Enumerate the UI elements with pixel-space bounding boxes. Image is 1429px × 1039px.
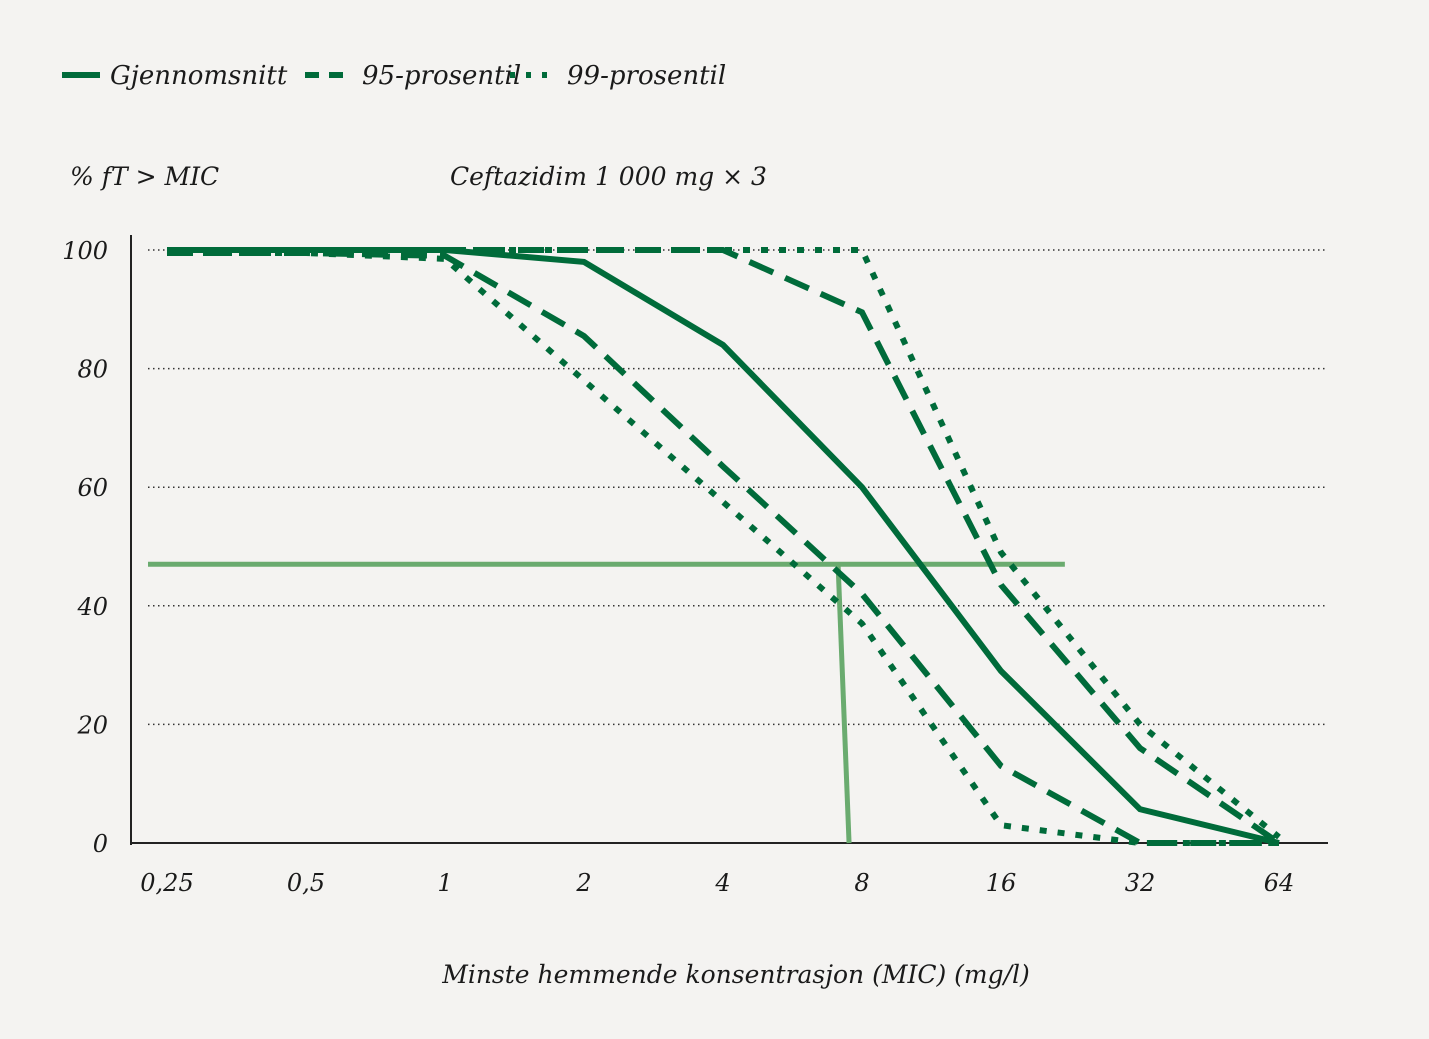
y-axis-label: % fT > MIC bbox=[70, 162, 219, 191]
x-tick-label: 1 bbox=[437, 869, 452, 897]
x-tick-label: 4 bbox=[714, 869, 730, 897]
y-tick-label: 40 bbox=[76, 593, 108, 621]
x-tick-label: 8 bbox=[854, 869, 869, 897]
x-axis-label: Minste hemmende konsentrasjon (MIC) (mg/… bbox=[441, 960, 1030, 989]
legend: Gjennomsnitt 95-prosentil 99-prosentil bbox=[62, 61, 726, 91]
reference-line-vertical bbox=[835, 564, 852, 844]
gridlines bbox=[148, 249, 1328, 726]
series-line-dotted bbox=[167, 247, 1281, 840]
x-tick-label: 0,25 bbox=[140, 869, 193, 897]
y-tick-label: 80 bbox=[77, 356, 108, 384]
y-tick-label: 20 bbox=[76, 711, 108, 739]
y-tick-label: 100 bbox=[62, 237, 108, 265]
x-tick-label: 16 bbox=[986, 869, 1017, 897]
legend-label: Gjennomsnitt bbox=[110, 61, 288, 91]
y-tick-label: 0 bbox=[93, 830, 108, 858]
reference-lines bbox=[148, 561, 1065, 844]
chart-title: Ceftazidim 1 000 mg × 3 bbox=[450, 162, 767, 191]
x-tick-label: 2 bbox=[575, 869, 591, 897]
x-tick-label: 64 bbox=[1264, 869, 1295, 897]
series-line-solid bbox=[167, 247, 1280, 846]
y-tick-label: 60 bbox=[77, 474, 108, 502]
series-line-dotted bbox=[167, 250, 1279, 846]
x-tick-label: 32 bbox=[1125, 869, 1156, 897]
legend-label: 99-prosentil bbox=[567, 61, 726, 91]
series-line-dashed bbox=[167, 247, 1281, 846]
x-tick-label: 0,5 bbox=[287, 869, 325, 897]
legend-label: 95-prosentil bbox=[362, 61, 521, 91]
y-tick-labels: 0 20 40 60 80 100 bbox=[62, 237, 108, 858]
series-lines bbox=[166, 247, 1281, 846]
x-tick-labels: 0,25 0,5 1 2 4 8 16 32 64 bbox=[140, 869, 1294, 897]
